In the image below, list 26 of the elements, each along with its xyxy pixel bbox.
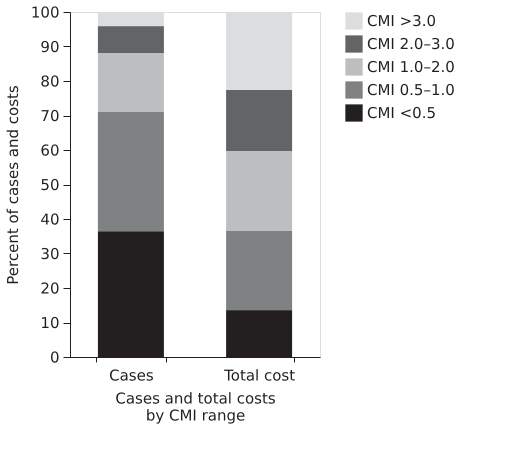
legend-label: CMI 2.0–3.0: [367, 35, 455, 53]
bar: [226, 151, 292, 231]
y-tick-label: 50: [40, 176, 60, 194]
y-tick-label: 30: [40, 245, 60, 263]
legend-label: CMI 0.5–1.0: [367, 81, 455, 99]
y-tick-label: 70: [40, 107, 60, 125]
x-tick-label: Total cost: [223, 366, 296, 384]
y-tick-label: 90: [40, 38, 60, 56]
x-axis-title: Cases and total costs by CMI range: [115, 390, 276, 424]
y-tick-label: 100: [30, 4, 60, 22]
bar: [98, 26, 164, 54]
y-tick-label: 20: [40, 280, 60, 298]
y-tick-label: 40: [40, 210, 60, 228]
x-tick-label: Cases: [109, 366, 154, 384]
legend-label: CMI >3.0: [367, 12, 436, 30]
y-tick-label: 0: [50, 348, 60, 366]
legend-label: CMI <0.5: [367, 104, 436, 122]
y-axis-title: Percent of cases and costs: [4, 85, 22, 285]
legend-label: CMI 1.0–2.0: [367, 58, 455, 76]
y-tick-label: 60: [40, 142, 60, 160]
bar: [98, 53, 164, 112]
bar: [226, 90, 292, 152]
bar: [98, 112, 164, 232]
y-tick-label: 10: [40, 314, 60, 332]
bar: [226, 230, 292, 310]
y-tick-label: 80: [40, 72, 60, 90]
